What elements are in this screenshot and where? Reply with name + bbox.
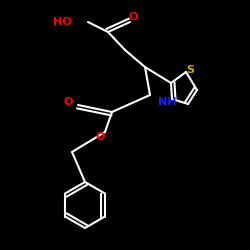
- Text: HO: HO: [53, 17, 71, 27]
- Text: O: O: [95, 132, 105, 142]
- Text: O: O: [128, 12, 138, 22]
- Text: O: O: [63, 97, 73, 107]
- Text: S: S: [186, 65, 194, 75]
- Text: NH: NH: [158, 97, 176, 107]
